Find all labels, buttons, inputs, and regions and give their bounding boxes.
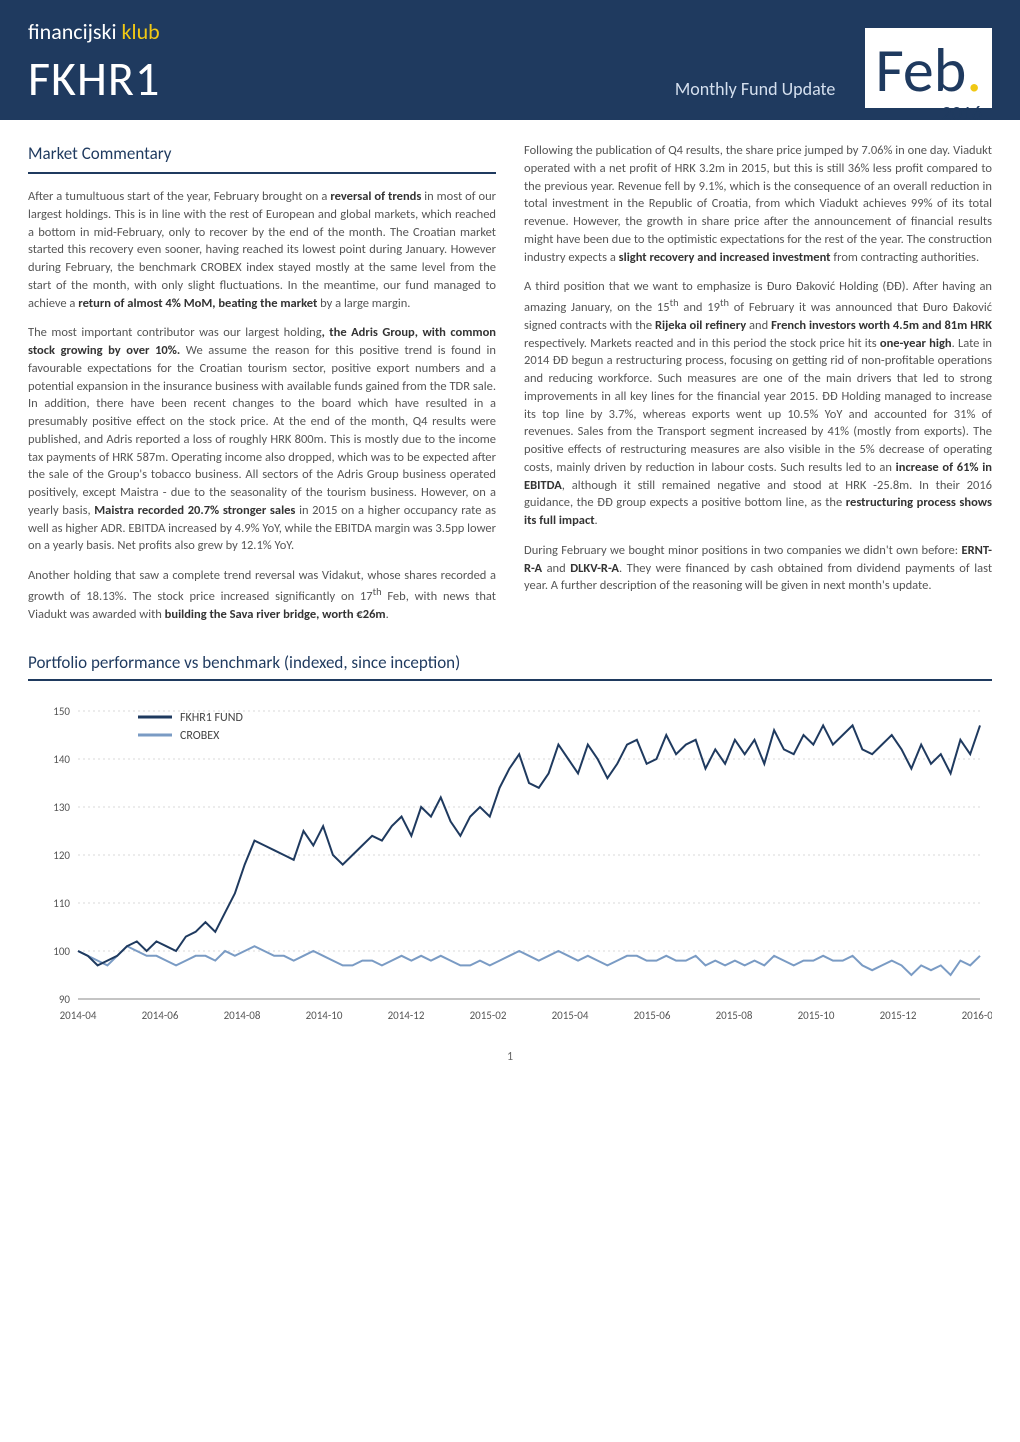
svg-text:2014-06: 2014-06 xyxy=(142,1009,179,1022)
sup: th xyxy=(720,296,729,309)
svg-text:2014-04: 2014-04 xyxy=(60,1009,97,1022)
bold: Rijeka oil refinery xyxy=(655,318,746,333)
svg-text:140: 140 xyxy=(53,753,70,766)
bold: building the Sava river bridge, worth €2… xyxy=(165,607,386,622)
column-left: Market Commentary After a tumultuous sta… xyxy=(28,142,496,636)
svg-text:2014-08: 2014-08 xyxy=(224,1009,261,1022)
text: During February we bought minor position… xyxy=(524,543,961,558)
svg-text:100: 100 xyxy=(53,945,70,958)
svg-text:2015-12: 2015-12 xyxy=(880,1009,917,1022)
bold: one-year high xyxy=(880,336,952,351)
chart-title-wrap: Portfolio performance vs benchmark (inde… xyxy=(0,652,1020,681)
para-4: Following the publication of Q4 results,… xyxy=(524,142,992,266)
brand-pre: financijski xyxy=(28,18,122,45)
content: Market Commentary After a tumultuous sta… xyxy=(0,120,1020,646)
svg-text:2014-12: 2014-12 xyxy=(388,1009,425,1022)
text: by a large margin. xyxy=(317,296,410,311)
text: The most important contributor was our l… xyxy=(28,325,322,340)
svg-text:2015-10: 2015-10 xyxy=(798,1009,835,1022)
page-number: 1 xyxy=(507,1050,513,1064)
bold: DLKV-R-A xyxy=(570,561,619,576)
svg-text:150: 150 xyxy=(53,705,70,718)
para-3: Another holding that saw a complete tren… xyxy=(28,567,496,623)
performance-chart: 90 100 110 120 130 140 150 2014-04 2014-06 2014-0… xyxy=(28,697,992,1027)
text: respectively. Markets reacted and in thi… xyxy=(524,336,880,351)
month-dot: . xyxy=(966,32,982,108)
text: and xyxy=(746,318,771,333)
svg-text:2015-04: 2015-04 xyxy=(552,1009,589,1022)
footer: 1 xyxy=(0,1042,1020,1078)
para-6: During February we bought minor position… xyxy=(524,542,992,595)
bold: French investors worth 4.5m and 81m HRK xyxy=(771,318,992,333)
svg-text:90: 90 xyxy=(59,993,71,1006)
svg-text:CROBEX: CROBEX xyxy=(180,729,220,743)
brand: financijski klub xyxy=(28,18,160,45)
text: . xyxy=(595,513,598,528)
fund-code: FKHR1 xyxy=(28,49,160,108)
text: . xyxy=(386,607,389,622)
chart-title: Portfolio performance vs benchmark (inde… xyxy=(28,652,992,681)
bold: reversal of trends xyxy=(330,189,421,204)
chart-wrap: 90 100 110 120 130 140 150 2014-04 2014-06 2014-0… xyxy=(0,681,1020,1042)
para-5: A third position that we want to emphasi… xyxy=(524,278,992,530)
bold: Maistra recorded 20.7% stronger sales xyxy=(94,503,295,518)
year: 2016 xyxy=(941,102,982,126)
svg-text:130: 130 xyxy=(53,801,70,814)
text: . Late in 2014 ĐĐ begun a restructuring … xyxy=(524,336,992,475)
text: and xyxy=(542,561,570,576)
svg-text:2014-10: 2014-10 xyxy=(306,1009,343,1022)
commentary-title: Market Commentary xyxy=(28,142,496,174)
column-right: Following the publication of Q4 results,… xyxy=(524,142,992,636)
header: financijski klub FKHR1 Monthly Fund Upda… xyxy=(0,0,1020,120)
subtitle: Monthly Fund Update xyxy=(675,78,835,108)
brand-highlight: klub xyxy=(122,18,160,45)
text: After a tumultuous start of the year, Fe… xyxy=(28,189,330,204)
svg-text:2015-06: 2015-06 xyxy=(634,1009,671,1022)
svg-text:2016-02: 2016-02 xyxy=(962,1009,992,1022)
month-text: Feb xyxy=(875,32,966,108)
header-left: financijski klub FKHR1 xyxy=(28,18,160,108)
month-block: Feb. 2016 xyxy=(865,28,992,108)
para-1: After a tumultuous start of the year, Fe… xyxy=(28,188,496,312)
text: We assume the reason for this positive t… xyxy=(28,343,496,518)
text: from contracting authorities. xyxy=(831,250,980,265)
svg-text:110: 110 xyxy=(53,897,70,910)
bold: slight recovery and increased investment xyxy=(619,250,831,265)
header-right: Monthly Fund Update Feb. 2016 xyxy=(675,28,992,108)
svg-text:2015-08: 2015-08 xyxy=(716,1009,753,1022)
svg-text:2015-02: 2015-02 xyxy=(470,1009,507,1022)
para-2: The most important contributor was our l… xyxy=(28,324,496,555)
bold: return of almost 4% MoM, beating the mar… xyxy=(78,296,317,311)
sup: th xyxy=(373,585,382,598)
text: and 19 xyxy=(679,300,720,315)
svg-text:120: 120 xyxy=(53,849,70,862)
text: in most of our largest holdings. This is… xyxy=(28,189,496,311)
sup: th xyxy=(670,296,679,309)
svg-text:FKHR1 FUND: FKHR1 FUND xyxy=(180,711,243,725)
text: Following the publication of Q4 results,… xyxy=(524,143,992,265)
